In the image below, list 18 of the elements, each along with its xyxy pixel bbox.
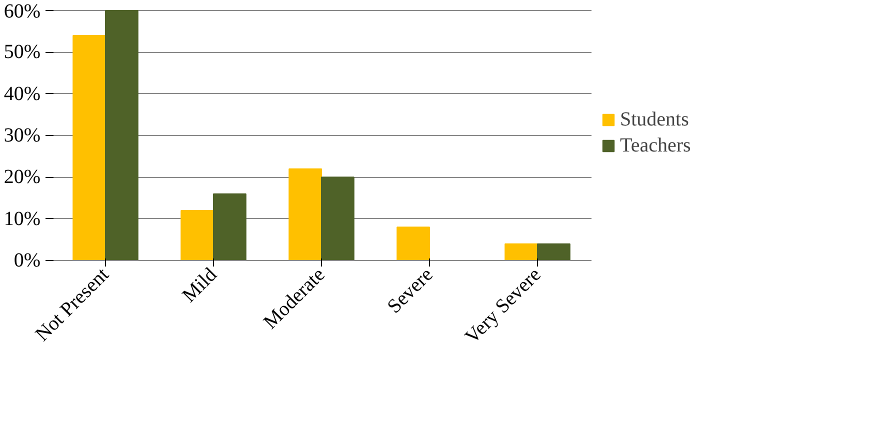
legend-label: Teachers (620, 134, 691, 157)
y-tick-label: 0% (14, 250, 41, 272)
bar (180, 210, 214, 260)
bar (396, 226, 430, 260)
y-tick-label: 10% (4, 208, 41, 230)
y-tick-label: 60% (4, 0, 41, 22)
bar (72, 35, 106, 260)
y-tick-label: 20% (4, 166, 41, 188)
bar (504, 243, 538, 260)
bar (288, 168, 322, 260)
y-tick-label: 30% (4, 124, 41, 146)
bar (537, 243, 570, 260)
y-tick-label: 50% (4, 41, 41, 64)
bar (321, 176, 354, 260)
y-tick-label: 40% (4, 82, 41, 105)
legend-label: Students (620, 108, 689, 131)
bar (105, 10, 138, 260)
bar (213, 193, 246, 260)
